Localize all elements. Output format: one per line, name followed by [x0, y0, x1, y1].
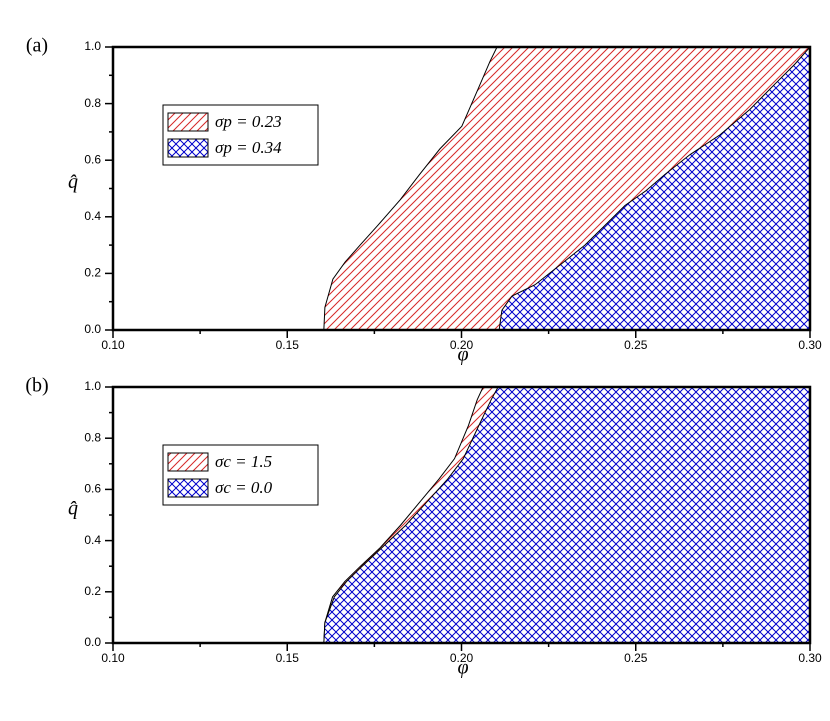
y-axis-label: q̂: [68, 171, 78, 193]
panel-label: (b): [25, 375, 48, 397]
hatch-area: [499, 47, 810, 330]
legend-swatch: [167, 452, 209, 472]
x-tick-label: 0.20: [450, 651, 474, 665]
legend-label: σp = 0.34: [215, 138, 282, 157]
x-axis-label: φ: [457, 344, 468, 366]
hatch-area: [323, 387, 810, 643]
boundary-line: [323, 386, 484, 644]
y-tick-label: 0.4: [84, 209, 101, 223]
x-tick-label: 0.10: [101, 651, 125, 665]
boundary-line: [498, 46, 811, 331]
y-tick-label: 1.0: [84, 379, 101, 393]
legend-swatch: [167, 112, 209, 132]
boundary-line: [323, 46, 498, 331]
legend-swatch: [167, 478, 209, 498]
legend-label: σp = 0.23: [215, 112, 282, 131]
y-tick-label: 0.0: [84, 322, 101, 336]
y-tick-label: 0.6: [84, 482, 101, 496]
y-tick-label: 0.0: [84, 635, 101, 649]
y-tick-label: 0.2: [84, 266, 101, 280]
legend-label: σc = 0.0: [215, 478, 273, 497]
y-tick-label: 0.8: [84, 96, 101, 110]
x-axis-label: φ: [457, 657, 468, 679]
y-tick-label: 0.8: [84, 430, 101, 444]
x-tick-label: 0.30: [798, 651, 822, 665]
y-tick-label: 0.4: [84, 533, 101, 547]
legend-swatch: [167, 138, 209, 158]
legend-label: σc = 1.5: [215, 452, 272, 471]
panel-label: (a): [26, 35, 48, 57]
boundary-line: [323, 386, 499, 644]
x-tick-label: 0.20: [450, 338, 474, 352]
x-tick-label: 0.25: [624, 651, 648, 665]
y-tick-label: 1.0: [84, 39, 101, 53]
x-tick-label: 0.25: [624, 338, 648, 352]
y-tick-label: 0.6: [84, 152, 101, 166]
x-tick-label: 0.10: [101, 338, 125, 352]
x-tick-label: 0.15: [276, 651, 300, 665]
x-tick-label: 0.15: [276, 338, 300, 352]
y-axis-label: q̂: [68, 498, 78, 520]
x-tick-label: 0.30: [798, 338, 822, 352]
y-tick-label: 0.2: [84, 584, 101, 598]
